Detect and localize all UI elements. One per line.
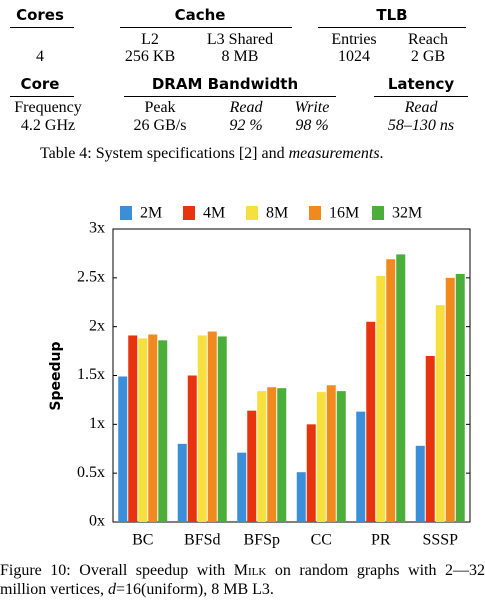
bar [128, 335, 138, 522]
bar [177, 443, 187, 522]
caption-text: . [379, 145, 384, 162]
header: DRAM Bandwidth [151, 75, 299, 93]
y-tick-label: 3x [89, 220, 105, 237]
bar [425, 355, 435, 522]
caption-text: on random graphs with 2—32 million verti… [0, 562, 485, 598]
rule [124, 96, 336, 97]
caption-text: =16(uniform), 8 MB L3. [115, 581, 274, 598]
bar [148, 334, 158, 522]
bar [366, 321, 376, 522]
x-tick-label: SSSP [422, 532, 458, 549]
legend-label: 8M [266, 205, 288, 222]
cell: 4.2 GHz [20, 117, 76, 134]
figure-caption: Figure 10: Overall speedup with Milk on … [0, 561, 485, 599]
chart: 0x 0.5x 1x 1.5x 2x 2.5x 3x Speedup BC BFSd BFSp CC P… [48, 205, 471, 549]
bar [415, 445, 425, 522]
y-tick-label: 1.5x [77, 366, 105, 383]
legend-label: 2M [140, 205, 162, 222]
cell: 98 % [295, 117, 329, 134]
cell: 92 % [229, 117, 263, 134]
legend-label: 32M [392, 205, 422, 222]
x-tick-label: BC [132, 532, 153, 549]
cell: L2 [141, 31, 159, 48]
y-axis-label: Speedup [48, 341, 64, 410]
legend-swatch [246, 206, 258, 220]
cell: 2 GB [410, 48, 446, 65]
caption-text: Milk [233, 562, 267, 579]
legend-swatch [120, 206, 132, 220]
caption-text: Table 4: System specifications [2] and [40, 145, 289, 162]
bar [197, 335, 207, 522]
cell: L3 Shared [206, 31, 274, 48]
bar [158, 340, 168, 522]
cell: Read [404, 99, 438, 116]
cell: Frequency [14, 99, 82, 116]
bar [296, 472, 306, 522]
bar [118, 376, 128, 522]
rule [318, 27, 466, 28]
bar [207, 331, 217, 522]
caption-text: measurements [288, 145, 380, 162]
bar [326, 385, 336, 522]
bar [455, 273, 465, 522]
rule [10, 96, 74, 97]
cell: 4 [36, 48, 44, 65]
bar [435, 305, 445, 522]
header: Cores [16, 6, 64, 24]
y-tick-label: 2x [89, 317, 105, 334]
cell: Read [229, 99, 263, 116]
legend-label: 16M [329, 205, 359, 222]
x-tick-label: BFSp [244, 532, 280, 549]
cell: Reach [408, 31, 448, 48]
y-tick-label: 2.5x [77, 269, 105, 286]
cell: Write [294, 99, 330, 116]
bar [336, 391, 346, 522]
bar [277, 388, 287, 522]
y-tick-label: 0.5x [77, 464, 105, 481]
cell: 8 MB [221, 48, 259, 65]
legend-swatch [183, 206, 195, 220]
bar [267, 387, 277, 522]
bar [237, 452, 247, 522]
bar [217, 336, 227, 522]
bar [386, 259, 396, 522]
bar [306, 424, 316, 522]
cell: Entries [331, 31, 377, 48]
cell: 1024 [338, 48, 370, 65]
caption-text: d [107, 581, 116, 598]
header: TLB [376, 6, 408, 24]
header: Cache [174, 6, 226, 24]
header: Core [20, 75, 60, 93]
bar [187, 375, 197, 522]
legend-label: 4M [203, 205, 225, 222]
cell: 58–130 ns [387, 117, 455, 134]
bar [396, 254, 406, 523]
rule [10, 27, 74, 28]
bar [376, 275, 386, 522]
bar [356, 411, 366, 522]
header: Latency [387, 75, 455, 93]
bar [257, 391, 267, 522]
bar [138, 338, 148, 522]
y-tick-label: 0x [89, 513, 105, 530]
cell: 26 GB/s [133, 117, 187, 134]
bar [445, 277, 455, 522]
cell: Peak [144, 99, 176, 116]
bar [247, 410, 257, 522]
x-tick-label: CC [311, 532, 332, 549]
legend-swatch [309, 206, 321, 220]
x-tick-label: PR [371, 532, 391, 549]
x-tick-label: BFSd [184, 532, 220, 549]
legend-swatch [372, 206, 384, 220]
caption-text: Figure 10: Overall speedup with [0, 562, 234, 579]
y-tick-label: 1x [89, 415, 105, 432]
bar [316, 392, 326, 522]
cell: 256 KB [124, 48, 176, 65]
table-caption: Table 4: System specifications [2] and m… [40, 144, 384, 163]
rule [120, 27, 292, 28]
rule [374, 96, 468, 97]
